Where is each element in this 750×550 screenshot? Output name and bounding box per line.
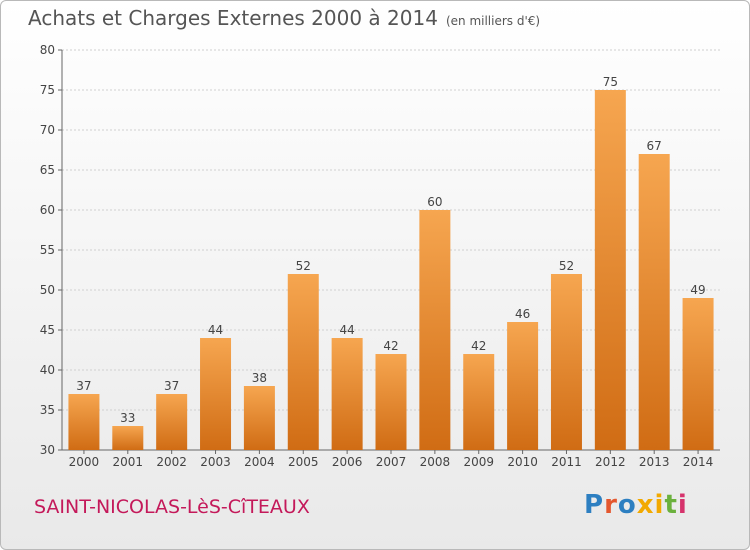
x-tick-label: 2003 xyxy=(200,455,231,469)
y-tick-label: 50 xyxy=(40,283,55,297)
title-unit: (en milliers d'€) xyxy=(445,14,541,28)
logo-letter: i xyxy=(677,490,688,520)
bar-2006 xyxy=(331,338,363,450)
data-labels: 37 33 37 44 38 52 44 42 60 42 46 52 75 67 49 xyxy=(76,75,705,425)
bar-value-label: 33 xyxy=(120,411,135,425)
logo-letter: o xyxy=(617,490,637,520)
commune-name: SAINT-NICOLAS-LèS-CîTEAUX xyxy=(34,496,310,518)
bar-2002 xyxy=(156,394,188,450)
logo-letter: t xyxy=(664,490,678,520)
x-tick-label: 2013 xyxy=(639,455,670,469)
bar-2012 xyxy=(594,90,626,450)
bar-2003 xyxy=(200,338,232,450)
x-tick-label: 2006 xyxy=(332,455,363,469)
proxiti-logo: Proxiti xyxy=(584,490,688,520)
y-tick-label: 55 xyxy=(40,243,55,257)
y-tick-label: 35 xyxy=(40,403,55,417)
y-tick-label: 70 xyxy=(40,123,55,137)
bar-value-label: 37 xyxy=(76,379,91,393)
bar-2008 xyxy=(419,210,451,450)
bar-value-label: 46 xyxy=(515,307,530,321)
logo-letter: i xyxy=(654,490,665,520)
bar-value-label: 44 xyxy=(208,323,223,337)
bar-2001 xyxy=(112,426,144,450)
bar-2010 xyxy=(507,322,539,450)
x-tick-label: 2008 xyxy=(420,455,451,469)
chart-title: Achats et Charges Externes 2000 à 2014 (e… xyxy=(28,6,540,30)
x-tick-label: 2010 xyxy=(507,455,538,469)
bar-2009 xyxy=(463,354,495,450)
bar-value-label: 38 xyxy=(252,371,267,385)
x-tick-label: 2009 xyxy=(463,455,494,469)
bar-value-label: 37 xyxy=(164,379,179,393)
bars xyxy=(68,90,714,450)
logo-letter: r xyxy=(604,490,618,520)
bar-value-label: 52 xyxy=(559,259,574,273)
logo-letter: x xyxy=(636,490,655,520)
bar-value-label: 44 xyxy=(339,323,354,337)
x-tick-label: 2014 xyxy=(683,455,714,469)
bar-value-label: 52 xyxy=(296,259,311,273)
bar-value-label: 75 xyxy=(603,75,618,89)
title-text: Achats et Charges Externes 2000 à 2014 xyxy=(28,6,438,30)
x-tick-label: 2007 xyxy=(376,455,407,469)
x-tick-label: 2000 xyxy=(69,455,100,469)
y-tick-label: 60 xyxy=(40,203,55,217)
bar-value-label: 42 xyxy=(383,339,398,353)
bar-2013 xyxy=(638,154,670,450)
bar-value-label: 42 xyxy=(471,339,486,353)
x-tick-label: 2001 xyxy=(113,455,144,469)
bar-2007 xyxy=(375,354,407,450)
bar-2000 xyxy=(68,394,100,450)
y-tick-label: 45 xyxy=(40,323,55,337)
y-tick-label: 80 xyxy=(40,43,55,57)
x-tick-label: 2002 xyxy=(156,455,187,469)
x-tick-label: 2004 xyxy=(244,455,275,469)
y-tick-label: 75 xyxy=(40,83,55,97)
bar-value-label: 60 xyxy=(427,195,442,209)
y-tick-label: 40 xyxy=(40,363,55,377)
x-tick-label: 2005 xyxy=(288,455,319,469)
logo-letter: P xyxy=(584,490,605,520)
y-tick-label: 65 xyxy=(40,163,55,177)
bar-2011 xyxy=(550,274,582,450)
x-tick-label: 2012 xyxy=(595,455,626,469)
x-tick-label: 2011 xyxy=(551,455,582,469)
bar-value-label: 67 xyxy=(647,139,662,153)
bar-2005 xyxy=(287,274,319,450)
y-tick-label: 30 xyxy=(40,443,55,457)
bar-2004 xyxy=(243,386,275,450)
bar-2014 xyxy=(682,298,714,450)
bar-value-label: 49 xyxy=(690,283,705,297)
